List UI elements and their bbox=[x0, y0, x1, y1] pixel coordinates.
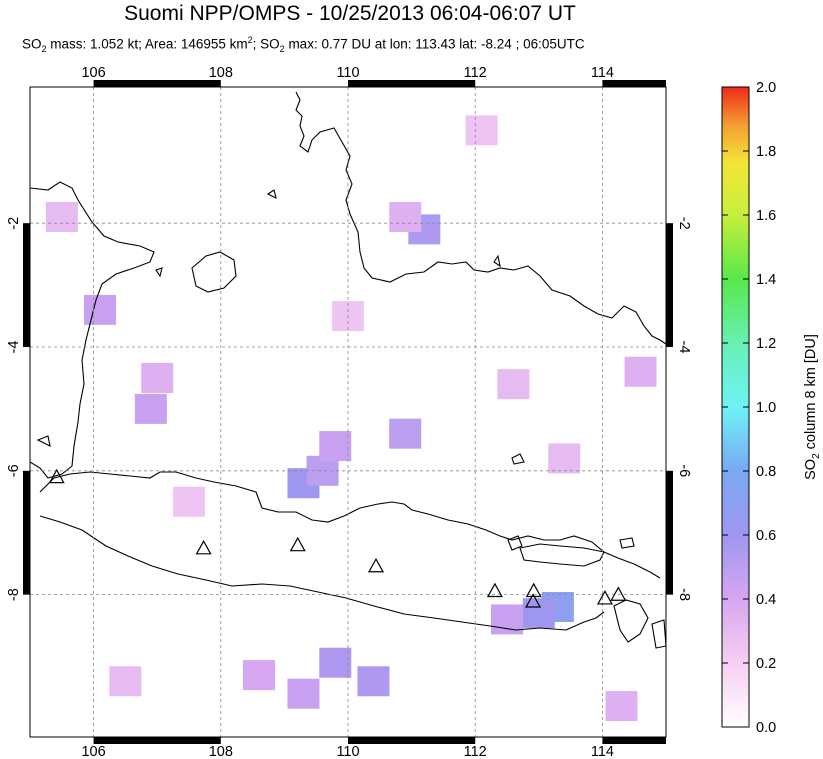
volcano-icon bbox=[525, 593, 542, 608]
so2-max-label: ; SO bbox=[252, 36, 280, 52]
sumatra-coast bbox=[30, 181, 155, 479]
so2-pixel bbox=[624, 356, 657, 387]
volcano-icon bbox=[48, 468, 65, 484]
so2-pixel bbox=[522, 598, 555, 629]
volcano-icon bbox=[610, 586, 627, 601]
so2-pixel bbox=[141, 362, 174, 393]
volcano-icon bbox=[289, 536, 306, 552]
so2-label: SO bbox=[22, 36, 42, 52]
madura-island bbox=[519, 543, 605, 567]
frame-bar-left bbox=[23, 470, 30, 595]
so2-pixel bbox=[45, 202, 78, 232]
so2-pixel bbox=[173, 486, 205, 517]
so2-pixel bbox=[109, 666, 142, 697]
small-island-d bbox=[266, 189, 277, 200]
frame-bar-right bbox=[666, 470, 673, 595]
lon-tick-label-bottom: 114 bbox=[591, 744, 614, 759]
lat-tick-label-left: -8 bbox=[6, 588, 22, 601]
frame-bars bbox=[23, 80, 673, 744]
lat-tick-label-right: -4 bbox=[676, 341, 692, 354]
so2-pixel bbox=[83, 294, 116, 325]
frame-bar-top bbox=[348, 80, 476, 87]
volcano-icon bbox=[367, 557, 385, 573]
so2-pixel bbox=[134, 393, 167, 424]
small-island-b bbox=[493, 254, 501, 268]
so2-pixel-layer bbox=[45, 115, 657, 722]
so2-subscript: 2 bbox=[41, 44, 47, 55]
volcano-icon bbox=[486, 582, 503, 598]
so2-pixel bbox=[605, 691, 638, 722]
volcano-icon bbox=[195, 539, 212, 555]
lon-tick-label-top: 114 bbox=[591, 65, 614, 81]
so2-pixel bbox=[319, 647, 352, 678]
kepulauan-seribu bbox=[507, 535, 523, 551]
lat-tick-label-right: -2 bbox=[676, 217, 692, 230]
frame-bar-bottom bbox=[602, 737, 666, 744]
volcano-markers bbox=[48, 468, 627, 608]
lon-tick-label-bottom: 106 bbox=[81, 744, 105, 759]
lat-tick-label-left: -6 bbox=[6, 464, 22, 477]
lat-tick-label-left: -4 bbox=[6, 341, 22, 354]
lat-tick-label-left: -2 bbox=[6, 217, 22, 230]
so2-max-text: max: 0.77 DU at lon: 113.43 lat: -8.24 ;… bbox=[284, 36, 585, 52]
lon-tick-label-bottom: 110 bbox=[336, 744, 359, 759]
lon-tick-label-bottom: 112 bbox=[464, 744, 487, 759]
lon-tick-label-top: 110 bbox=[336, 65, 359, 81]
map-subtitle: SO2 mass: 1.052 kt; Area: 146955 km2; SO… bbox=[22, 35, 585, 54]
map-title: Suomi NPP/OMPS - 10/25/2013 06:04-06:07 … bbox=[124, 2, 576, 25]
bali-island bbox=[613, 599, 649, 643]
so2-pixel bbox=[389, 418, 422, 449]
axis-labels: 106 106 108 108 110 110 112 112 114 114 -2 -2 -4 -4 -6… bbox=[6, 65, 692, 759]
small-island-f bbox=[36, 435, 51, 447]
so2-pixel bbox=[242, 660, 275, 691]
borneo-coast bbox=[295, 91, 666, 345]
so2-max-subscript: 2 bbox=[279, 44, 285, 55]
so2-pixel bbox=[287, 678, 320, 709]
lat-tick-label-right: -6 bbox=[676, 464, 692, 477]
so2-pixel bbox=[319, 431, 352, 462]
frame-bar-top bbox=[93, 80, 221, 87]
small-island-c bbox=[155, 267, 163, 278]
frame-bar-top bbox=[602, 80, 666, 87]
small-island-e bbox=[619, 537, 635, 549]
bangka-island bbox=[191, 251, 237, 293]
small-island-a bbox=[511, 453, 525, 465]
so2-pixel bbox=[465, 115, 498, 146]
lon-tick-label-top: 106 bbox=[81, 65, 105, 81]
lon-tick-label-bottom: 108 bbox=[209, 744, 233, 759]
frame-bar-right bbox=[666, 223, 673, 347]
area-superscript: 2 bbox=[247, 35, 253, 45]
lon-tick-label-top: 108 bbox=[209, 65, 233, 81]
so2-pixel bbox=[389, 202, 422, 232]
java-north-coast bbox=[39, 471, 661, 579]
so2-mass-text: mass: 1.052 kt; Area: 146955 km bbox=[46, 36, 248, 52]
volcano-icon bbox=[596, 590, 613, 605]
frame-bar-left bbox=[23, 223, 30, 347]
so2-pixel bbox=[497, 369, 530, 400]
lat-tick-label-right: -8 bbox=[676, 588, 692, 601]
grid-lines bbox=[30, 87, 666, 737]
frame-bar-bottom bbox=[93, 737, 221, 744]
so2-pixel bbox=[357, 666, 390, 697]
lombok-island bbox=[651, 619, 666, 649]
lon-tick-label-top: 112 bbox=[464, 65, 487, 81]
so2-pixel bbox=[548, 443, 581, 474]
frame-bar-bottom bbox=[348, 737, 476, 744]
